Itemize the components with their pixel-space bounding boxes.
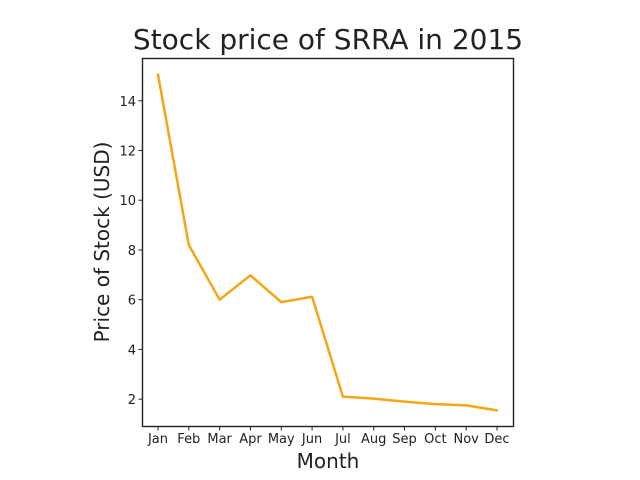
- x-tick-label: Mar: [207, 432, 232, 447]
- x-tick-label: Sep: [392, 432, 417, 447]
- x-tick-label: Jun: [301, 432, 322, 447]
- plot-area-frame: [141, 57, 515, 428]
- x-tick-label: Aug: [361, 432, 386, 447]
- y-axis-ticks: 2 4 6 8 10 12 14: [119, 95, 143, 408]
- x-tick-label: Jul: [334, 432, 351, 447]
- x-tick-label: May: [268, 432, 295, 447]
- series-layer: [156, 73, 499, 412]
- y-tick-label: 6: [128, 294, 136, 309]
- y-tick-label: 8: [128, 244, 136, 259]
- x-axis-label: Month: [297, 449, 360, 473]
- x-tick-label: Nov: [453, 432, 479, 447]
- x-tick-label: Dec: [484, 432, 509, 447]
- y-axis-label: Price of Stock (USD): [90, 142, 114, 343]
- chart-title: Stock price of SRRA in 2015: [133, 23, 523, 56]
- series-line: [156, 73, 499, 412]
- x-tick-label: Jan: [147, 432, 168, 447]
- y-tick-label: 4: [128, 343, 136, 358]
- y-tick-label: 12: [119, 145, 136, 160]
- x-tick-label: Oct: [424, 432, 446, 447]
- y-tick-label: 10: [119, 194, 136, 209]
- x-tick-label: Apr: [239, 432, 262, 447]
- y-tick-label: 14: [119, 95, 136, 110]
- x-tick-label: Feb: [177, 432, 200, 447]
- x-axis-ticks: Jan Feb Mar Apr May Jun Jul Aug Sep Oct Nov Dec: [147, 426, 510, 447]
- y-tick-label: 2: [128, 393, 136, 408]
